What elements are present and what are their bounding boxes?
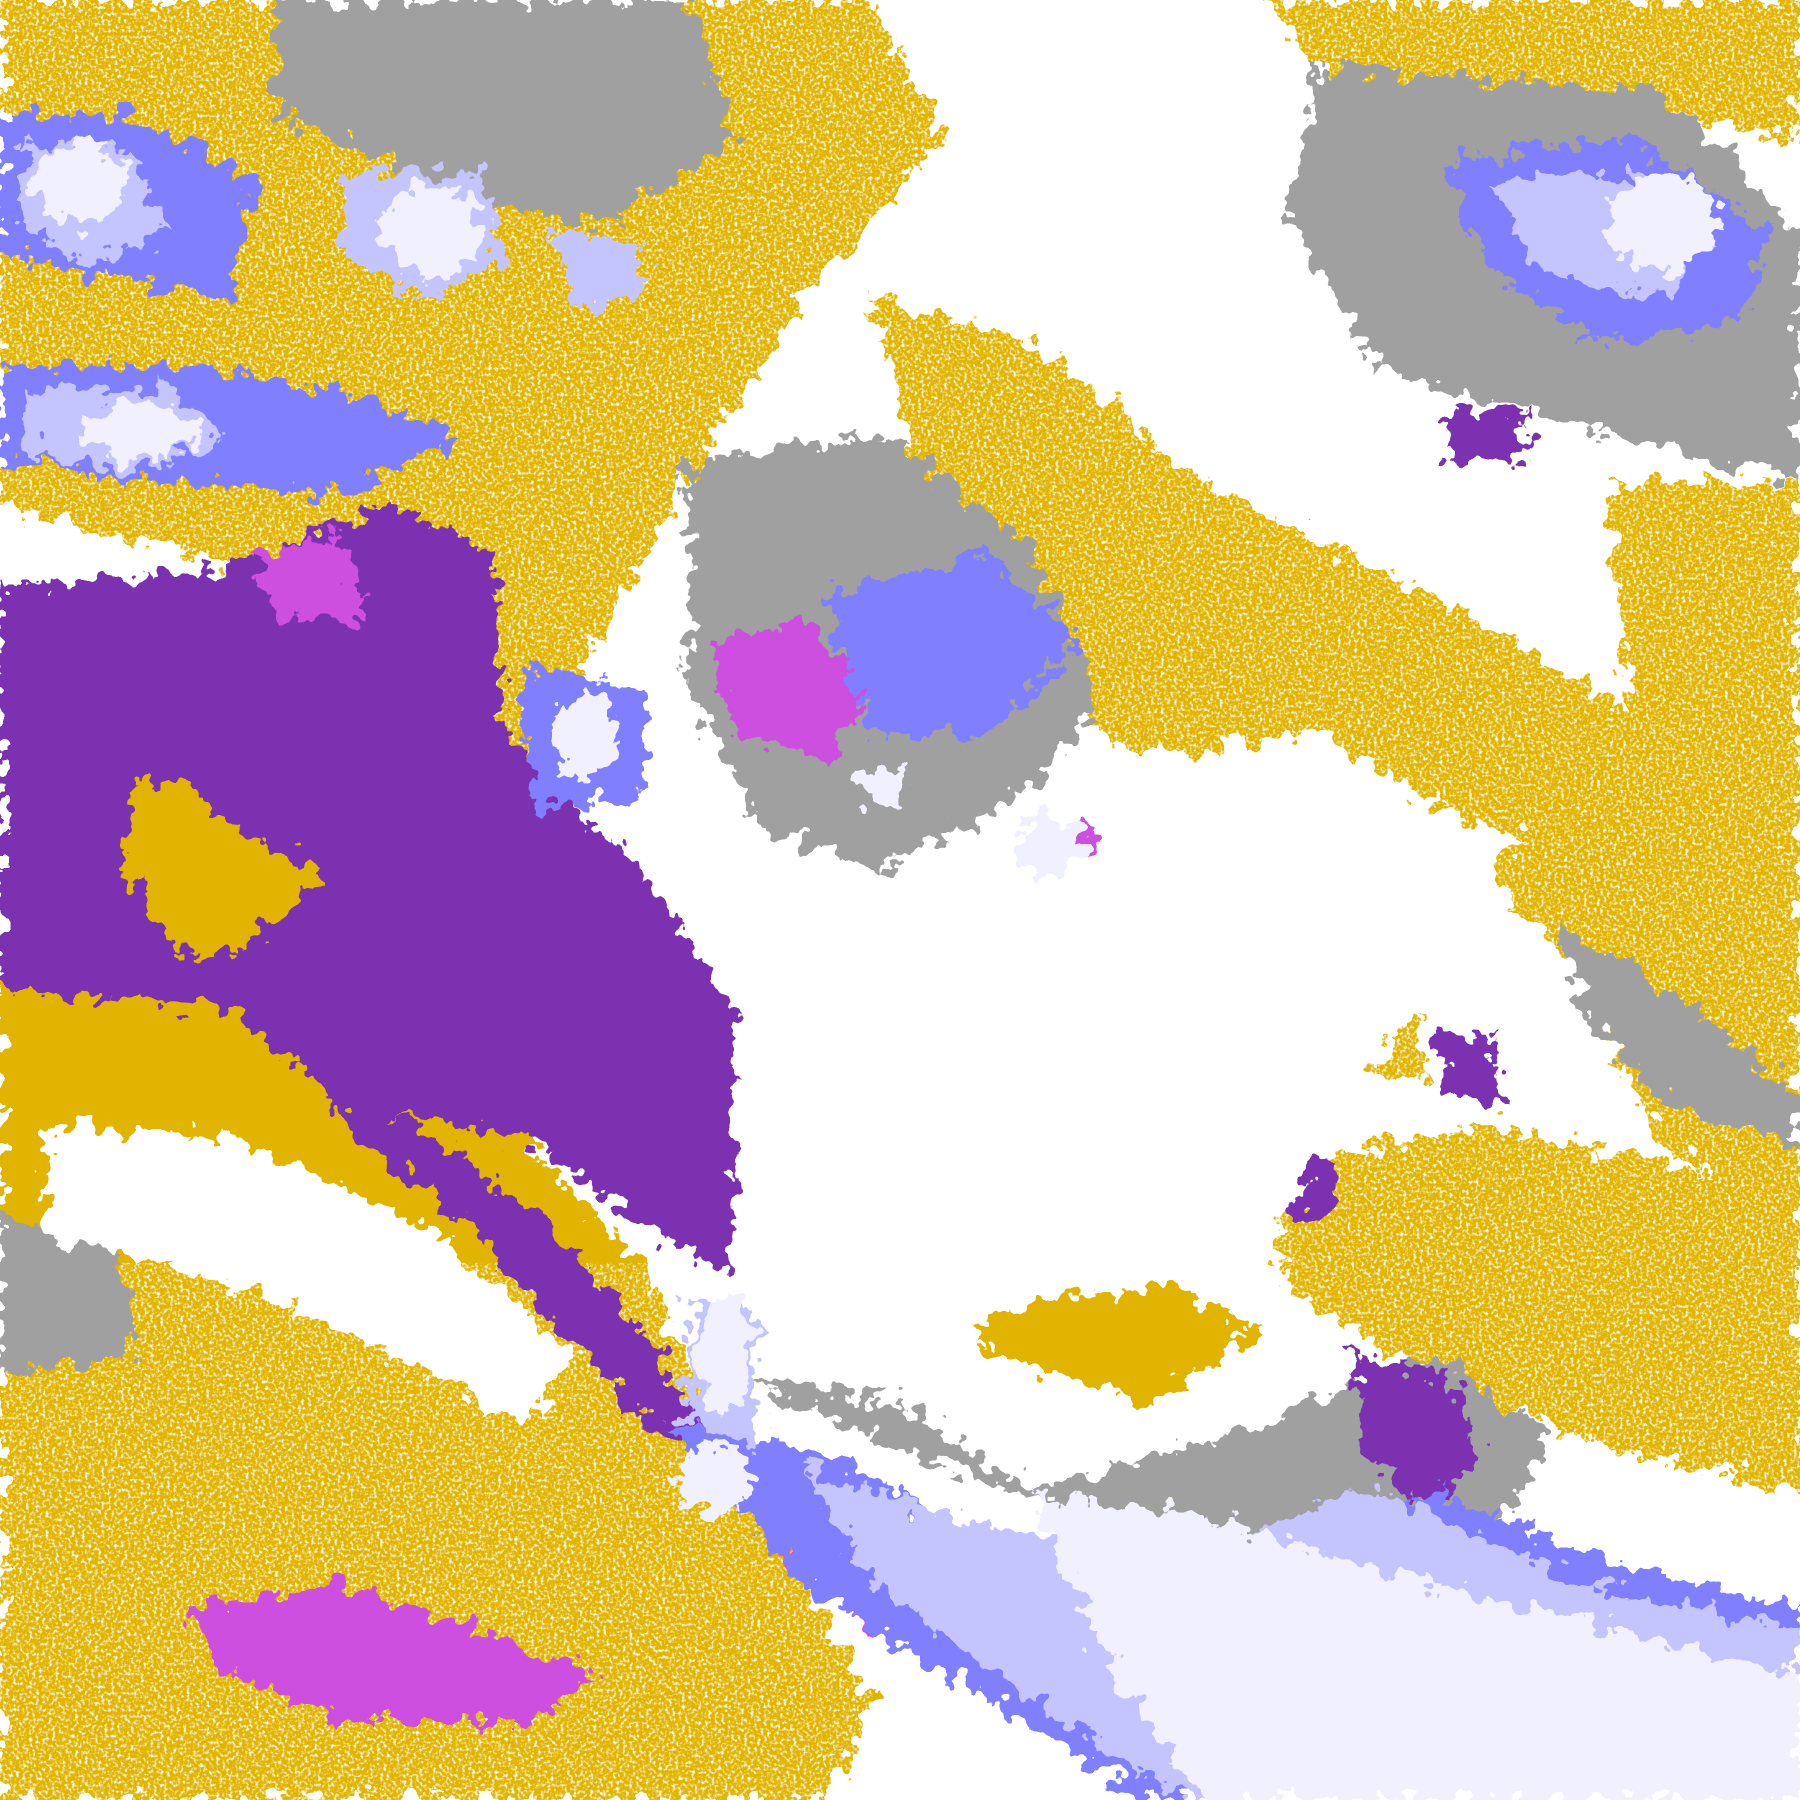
gold-island-in-purple (126, 776, 322, 965)
pale-cloud-cores (34, 143, 1800, 1800)
clear-interior-region (45, 137, 1493, 1424)
